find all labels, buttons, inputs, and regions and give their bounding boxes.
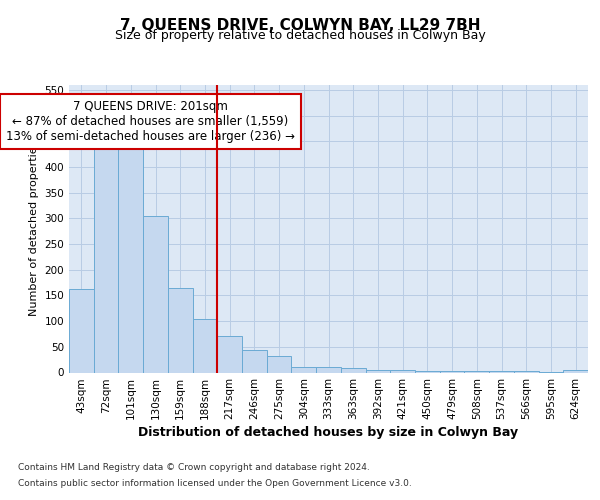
Bar — [292, 368, 316, 372]
Bar — [341, 368, 365, 372]
X-axis label: Distribution of detached houses by size in Colwyn Bay: Distribution of detached houses by size … — [139, 426, 518, 440]
Bar — [118, 149, 143, 372]
Bar — [193, 318, 217, 372]
Bar — [390, 370, 415, 372]
Text: Size of property relative to detached houses in Colwyn Bay: Size of property relative to detached ho… — [115, 29, 485, 42]
Bar — [217, 336, 242, 372]
Text: 7, QUEENS DRIVE, COLWYN BAY, LL29 7BH: 7, QUEENS DRIVE, COLWYN BAY, LL29 7BH — [120, 18, 480, 32]
Bar — [415, 371, 440, 372]
Bar — [563, 370, 588, 372]
Bar — [440, 371, 464, 372]
Bar — [143, 216, 168, 372]
Bar — [168, 288, 193, 372]
Bar — [267, 356, 292, 372]
Bar — [69, 289, 94, 372]
Text: 7 QUEENS DRIVE: 201sqm
← 87% of detached houses are smaller (1,559)
13% of semi-: 7 QUEENS DRIVE: 201sqm ← 87% of detached… — [6, 100, 295, 144]
Bar — [94, 142, 118, 372]
Bar — [365, 370, 390, 372]
Y-axis label: Number of detached properties: Number of detached properties — [29, 141, 39, 316]
Text: Contains HM Land Registry data © Crown copyright and database right 2024.: Contains HM Land Registry data © Crown c… — [18, 464, 370, 472]
Text: Contains public sector information licensed under the Open Government Licence v3: Contains public sector information licen… — [18, 478, 412, 488]
Bar — [242, 350, 267, 372]
Bar — [316, 368, 341, 372]
